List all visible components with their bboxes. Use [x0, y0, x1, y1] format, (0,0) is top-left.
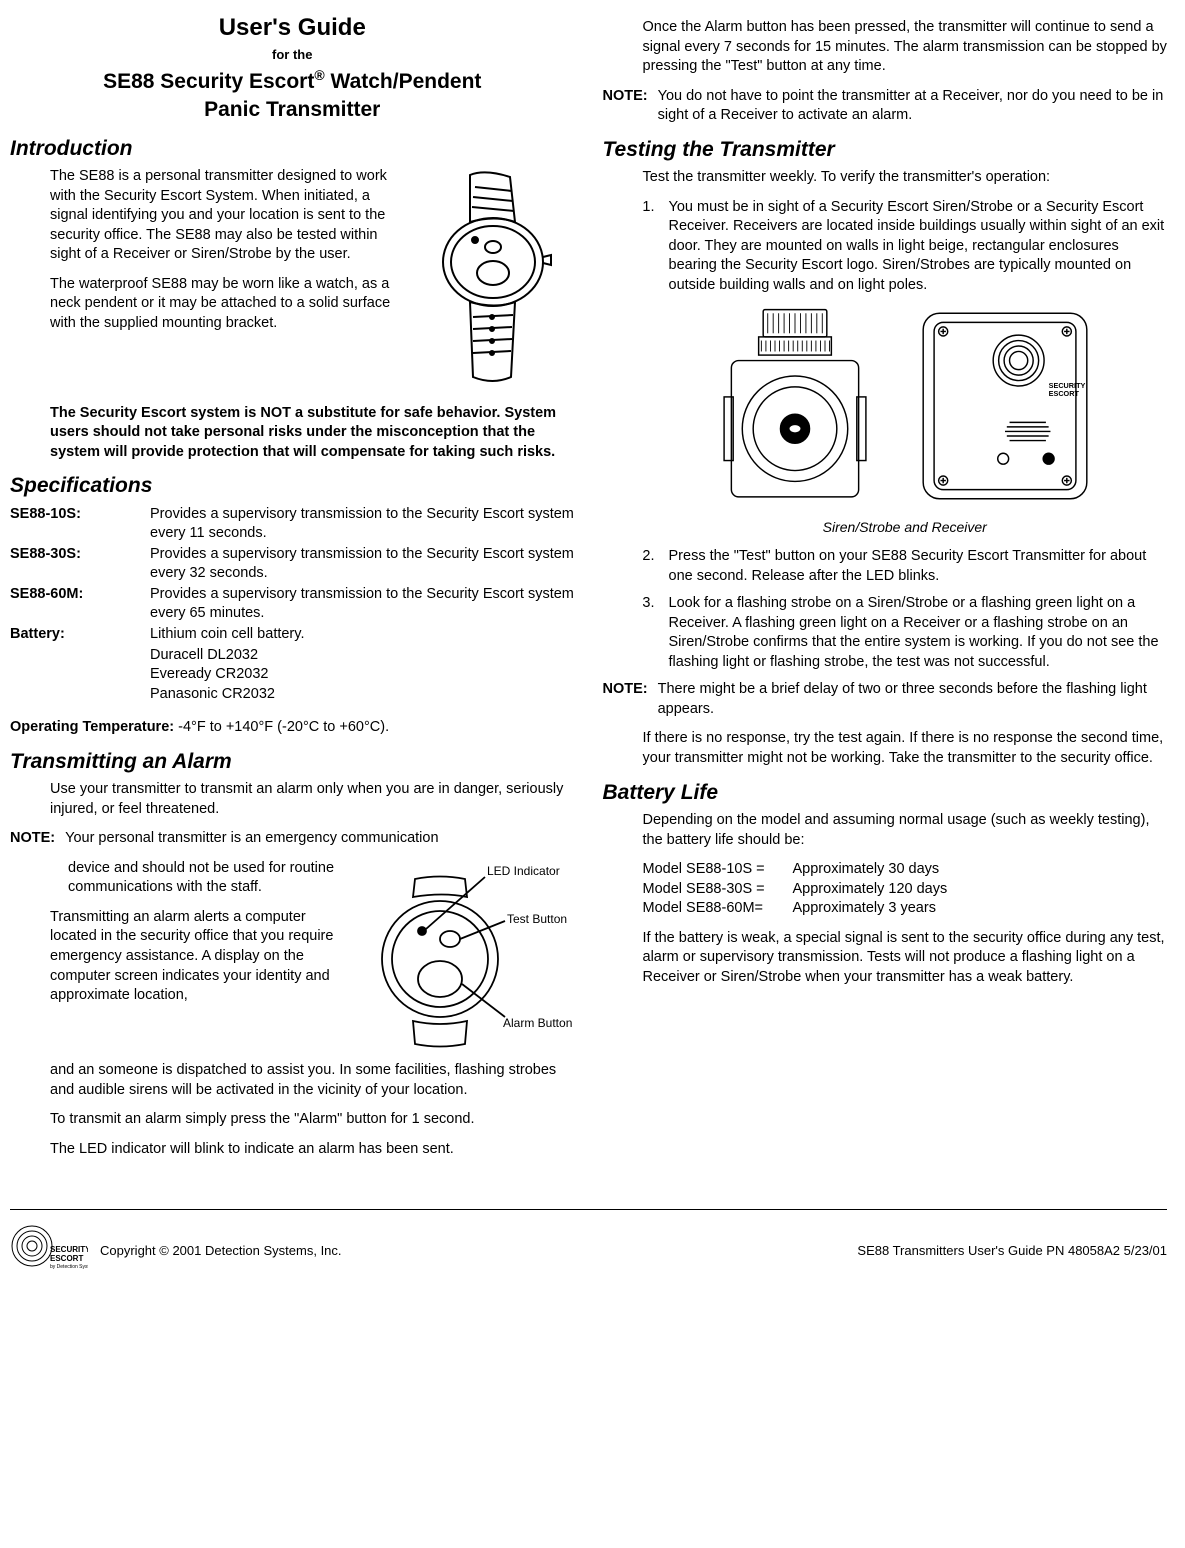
right-column: Once the Alarm button has been pressed, …	[603, 12, 1168, 1169]
testing-p1: Test the transmitter weekly. To verify t…	[643, 168, 1168, 188]
spec-value: Provides a supervisory transmission to t…	[150, 585, 575, 624]
operating-temperature: Operating Temperature: -4°F to +140°F (-…	[10, 718, 575, 738]
intro-p1: The SE88 is a personal transmitter desig…	[50, 167, 405, 265]
footer-copyright: Copyright © 2001 Detection Systems, Inc.	[100, 1242, 845, 1260]
battery-extra: Duracell DL2032	[150, 646, 575, 666]
transmit-p2b: and an someone is dispatched to assist y…	[50, 1061, 575, 1100]
note-body: Your personal transmitter is an emergenc…	[65, 829, 574, 849]
battery-life: Approximately 30 days	[793, 860, 940, 880]
spec-row: SE88-10S: Provides a supervisory transmi…	[10, 505, 575, 544]
for-the-label: for the	[10, 46, 575, 64]
battery-row: Model SE88-30S = Approximately 120 days	[643, 880, 1168, 900]
product-title: SE88 Security Escort® Watch/Pendent Pani…	[10, 66, 575, 125]
spec-row: Battery: Lithium coin cell battery.	[10, 625, 575, 645]
note-label: NOTE:	[10, 829, 55, 849]
transmitter-diagram: LED Indicator Test Button Alarm Button	[355, 859, 575, 1063]
svg-text:ESCORT: ESCORT	[1048, 389, 1079, 398]
intro-block: The SE88 is a personal transmitter desig…	[10, 167, 575, 404]
spec-row: SE88-60M: Provides a supervisory transmi…	[10, 585, 575, 624]
transmit-p4: The LED indicator will blink to indicate…	[50, 1140, 575, 1160]
watch-illustration	[415, 167, 575, 404]
figure-row: SECURITY ESCORT	[643, 306, 1168, 513]
page: User's Guide for the SE88 Security Escor…	[0, 0, 1185, 1179]
note-label: NOTE:	[603, 87, 648, 126]
col2-p1: Once the Alarm button has been pressed, …	[643, 18, 1168, 77]
battery-p1: Depending on the model and assuming norm…	[643, 811, 1168, 850]
footer-right: SE88 Transmitters User's Guide PN 48058A…	[857, 1242, 1167, 1260]
testing-p2: If there is no response, try the test ag…	[643, 729, 1168, 768]
spec-label: SE88-10S:	[10, 505, 150, 544]
figure-caption: Siren/Strobe and Receiver	[643, 518, 1168, 537]
note-body: There might be a brief delay of two or t…	[658, 680, 1167, 719]
note-body: You do not have to point the transmitter…	[658, 87, 1167, 126]
test-button-label: Test Button	[507, 912, 567, 926]
svg-text:SECURITY: SECURITY	[50, 1245, 88, 1254]
product-line2: Panic Transmitter	[204, 98, 380, 121]
product-line1a: SE88 Security Escort	[103, 70, 314, 93]
transmit-p3: To transmit an alarm simply press the "A…	[50, 1110, 575, 1130]
note-block: NOTE: Your personal transmitter is an em…	[10, 829, 575, 849]
step-1: You must be in sight of a Security Escor…	[659, 198, 1168, 296]
battery-p2: If the battery is weak, a special signal…	[643, 929, 1168, 988]
step-3: Look for a flashing strobe on a Siren/St…	[659, 594, 1168, 672]
battery-model: Model SE88-60M=	[643, 899, 793, 919]
transmit-p1: Use your transmitter to transmit an alar…	[50, 780, 575, 819]
battery-extra: Eveready CR2032	[150, 665, 575, 685]
spec-row: SE88-30S: Provides a supervisory transmi…	[10, 545, 575, 584]
battery-row: Model SE88-60M= Approximately 3 years	[643, 899, 1168, 919]
battery-life: Approximately 3 years	[793, 899, 936, 919]
op-temp-label: Operating Temperature:	[10, 719, 174, 735]
svg-text:by Detection Systems: by Detection Systems	[50, 1264, 88, 1270]
spec-label: SE88-60M:	[10, 585, 150, 624]
left-column: User's Guide for the SE88 Security Escor…	[10, 12, 575, 1169]
battery-table: Model SE88-10S = Approximately 30 days M…	[643, 860, 1168, 919]
spec-label: SE88-30S:	[10, 545, 150, 584]
spec-value: Provides a supervisory transmission to t…	[150, 545, 575, 584]
device-wrapped-text: device and should not be used for routin…	[50, 859, 347, 1063]
battery-model: Model SE88-10S =	[643, 860, 793, 880]
intro-p2: The waterproof SE88 may be worn like a w…	[50, 275, 405, 334]
receiver-illustration: SECURITY ESCORT	[910, 306, 1100, 513]
security-escort-logo-icon: SECURITY ESCORT by Detection Systems	[10, 1224, 88, 1277]
footer: SECURITY ESCORT by Detection Systems Cop…	[10, 1209, 1167, 1277]
battery-life: Approximately 120 days	[793, 880, 948, 900]
testing-steps: You must be in sight of a Security Escor…	[659, 198, 1168, 296]
battery-model: Model SE88-30S =	[643, 880, 793, 900]
transmitting-heading: Transmitting an Alarm	[10, 748, 575, 776]
transmit-p2: Transmitting an alarm alerts a computer …	[50, 908, 347, 1006]
battery-row: Model SE88-10S = Approximately 30 days	[643, 860, 1168, 880]
led-label: LED Indicator	[487, 864, 560, 878]
step-2: Press the "Test" button on your SE88 Sec…	[659, 547, 1168, 586]
alarm-button-label: Alarm Button	[503, 1016, 572, 1030]
note-block: NOTE: There might be a brief delay of tw…	[603, 680, 1168, 719]
note-block: NOTE: You do not have to point the trans…	[603, 87, 1168, 126]
product-line1b: Watch/Pendent	[325, 70, 482, 93]
introduction-heading: Introduction	[10, 135, 575, 163]
battery-heading: Battery Life	[603, 779, 1168, 807]
device-illustration-block: device and should not be used for routin…	[10, 859, 575, 1063]
svg-text:ESCORT: ESCORT	[50, 1254, 83, 1263]
specifications-heading: Specifications	[10, 472, 575, 500]
note-label: NOTE:	[603, 680, 648, 719]
note1b: device and should not be used for routin…	[68, 859, 347, 898]
safety-warning: The Security Escort system is NOT a subs…	[50, 404, 559, 463]
battery-extra: Panasonic CR2032	[150, 685, 575, 705]
spec-table: SE88-10S: Provides a supervisory transmi…	[10, 505, 575, 705]
testing-heading: Testing the Transmitter	[603, 136, 1168, 164]
spec-label: Battery:	[10, 625, 150, 645]
siren-strobe-illustration	[710, 306, 880, 513]
spec-value: Provides a supervisory transmission to t…	[150, 505, 575, 544]
registered-mark: ®	[314, 67, 324, 83]
testing-steps-continued: Press the "Test" button on your SE88 Sec…	[659, 547, 1168, 672]
intro-text: The SE88 is a personal transmitter desig…	[10, 167, 405, 404]
op-temp-value: -4°F to +140°F (-20°C to +60°C).	[174, 719, 389, 735]
title-users-guide: User's Guide	[10, 12, 575, 44]
spec-value: Lithium coin cell battery.	[150, 625, 575, 645]
